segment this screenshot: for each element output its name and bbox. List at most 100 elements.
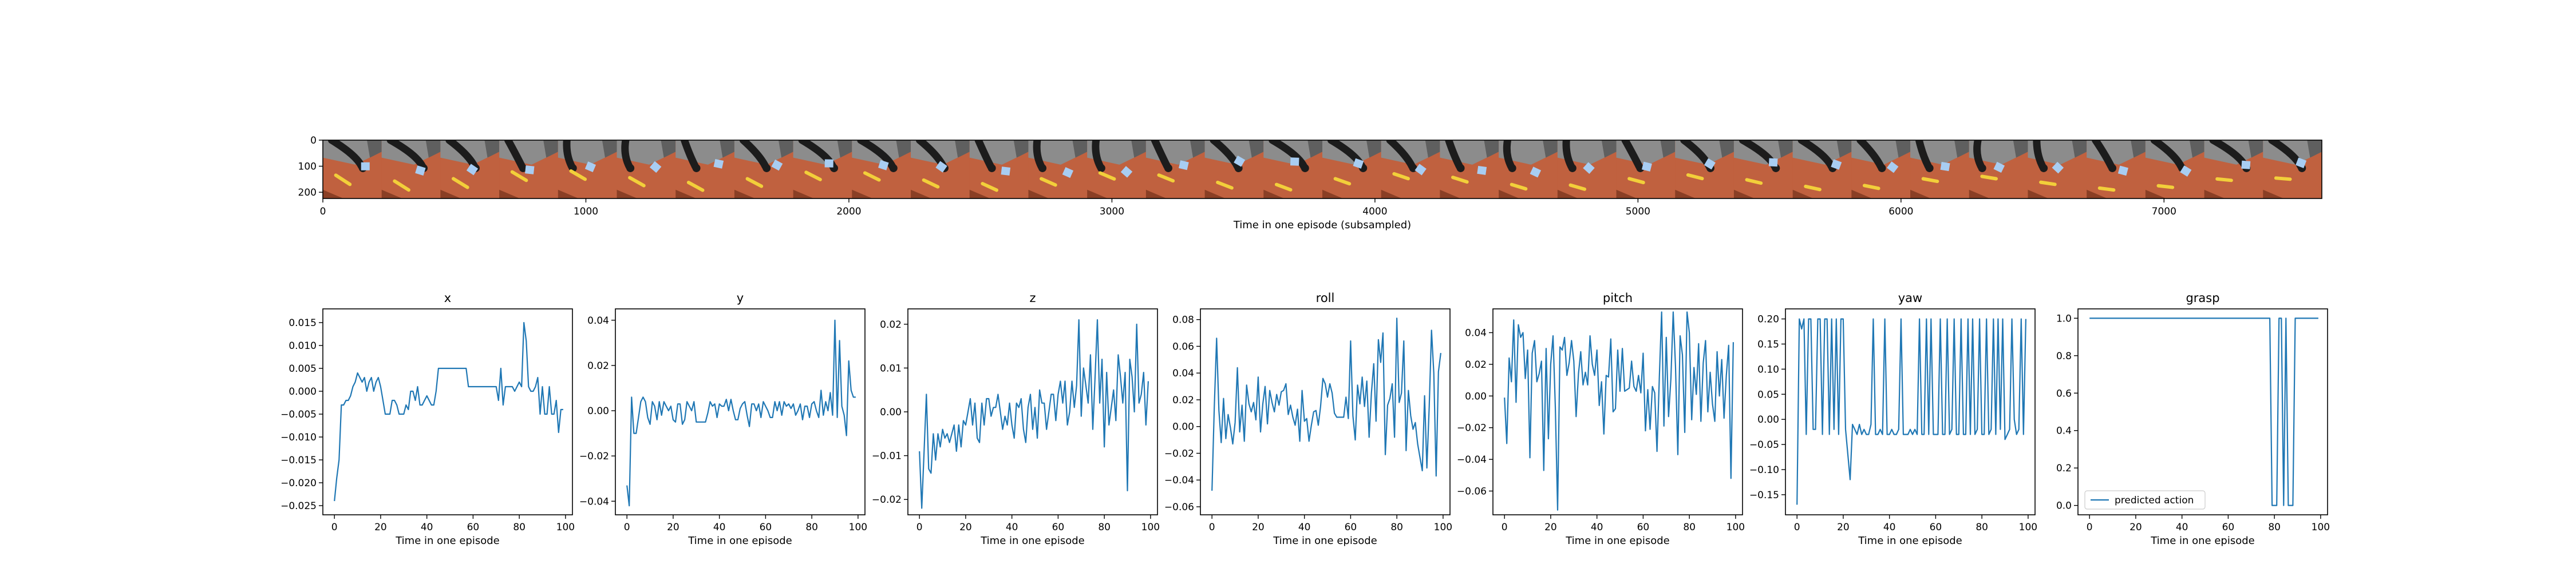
- xtick-label: 0: [624, 522, 630, 533]
- frame-gripper: [1568, 164, 1577, 172]
- frame-object-yellow: [1451, 176, 1469, 184]
- frame-object-yellow: [1510, 182, 1528, 191]
- frame-floor-shadow: [2145, 189, 2166, 198]
- episode-frame: [1145, 140, 1206, 198]
- frame-robot-arm: [563, 140, 576, 170]
- episode-frame: [1322, 140, 1382, 198]
- xtick-label: 0: [331, 522, 338, 533]
- frame-floor-shadow: [734, 189, 755, 198]
- chart-xlabel: Time in one episode: [395, 535, 500, 547]
- frame-object-blue: [1831, 159, 1842, 170]
- xtick-label: 40: [1883, 522, 1896, 533]
- frame-robot-arm: [327, 140, 366, 170]
- film-strip-frame: [322, 140, 2322, 199]
- frame-object-yellow: [569, 169, 587, 181]
- ytick-label: 0.04: [1172, 368, 1194, 379]
- frame-object-blue: [824, 159, 833, 168]
- ytick-label: −0.020: [280, 478, 317, 489]
- frame-object-blue: [878, 160, 889, 170]
- frame-object-yellow: [981, 182, 999, 192]
- ytick-label: −0.02: [1457, 423, 1487, 434]
- frame-wall-shadow: [2131, 140, 2146, 158]
- frame-gripper: [2108, 164, 2117, 172]
- chart-title: z: [1029, 291, 1036, 305]
- series-line: [626, 319, 856, 507]
- film-strip-xtick-label: 3000: [1100, 206, 1124, 217]
- frame-object-blue: [1353, 158, 1364, 169]
- xtick-label: 20: [374, 522, 387, 533]
- episode-frame: [2087, 140, 2146, 198]
- frame-robot-arm: [739, 140, 769, 170]
- chart-title: yaw: [1898, 291, 1922, 305]
- frame-object-blue: [1477, 165, 1487, 175]
- frame-object-blue: [2052, 161, 2064, 174]
- frame-gripper: [2040, 164, 2048, 172]
- frame-wall-shadow: [2189, 140, 2204, 158]
- frame-robot-arm: [1621, 140, 1643, 170]
- frame-wall: [1028, 140, 1088, 165]
- episode-frame: [558, 140, 618, 198]
- ytick-label: −0.015: [280, 455, 317, 466]
- frame-gripper: [1038, 164, 1047, 172]
- frame-gripper: [1301, 164, 1309, 172]
- frame-robot-arm: [974, 140, 995, 170]
- frame-object-yellow: [1040, 177, 1057, 187]
- ytick-label: 0.02: [1172, 395, 1194, 406]
- xtick-label: 0: [916, 522, 923, 533]
- frame-object-blue: [1887, 161, 1899, 173]
- frame-wall-shadow: [661, 140, 676, 158]
- action-charts: x0 20 40 60 80 100−0.025−0.020−0.015−0.010−0.…: [280, 291, 2330, 547]
- xtick-label: 60: [760, 522, 772, 533]
- chart-panel-yaw: yaw 0 20 40 60 80 100 −0.15 −0.10 −0.05 0.00 0.05 0.…: [1749, 291, 2037, 547]
- frame-object-blue: [1234, 156, 1246, 167]
- frame-wall-shadow: [1249, 140, 1264, 158]
- frame-floor-shadow: [1499, 189, 1520, 198]
- frame-floor-shadow: [793, 189, 814, 198]
- frame-wall-shadow: [1425, 140, 1440, 158]
- ytick-label: −0.05: [1749, 439, 1779, 451]
- frame-floor-shadow: [1322, 189, 1343, 198]
- frame-object-yellow: [1392, 172, 1410, 181]
- frame-gripper: [1978, 164, 1986, 172]
- xtick-label: 80: [805, 522, 818, 533]
- ytick-label: −0.06: [1164, 502, 1194, 513]
- frame-wall-shadow: [778, 140, 793, 158]
- xtick-label: 100: [1141, 522, 1160, 533]
- frame-object-blue: [1940, 161, 1950, 172]
- ytick-label: 0.04: [587, 315, 609, 327]
- episode-frame: [617, 140, 676, 198]
- chart-frame: [1200, 308, 1451, 515]
- frame-floor-shadow: [617, 189, 638, 198]
- frame-gripper: [1925, 164, 1934, 172]
- episode-frame: [2028, 140, 2087, 198]
- episode-frame: [1792, 140, 1852, 198]
- series-line: [919, 319, 1149, 509]
- ytick-label: −0.10: [1749, 464, 1779, 476]
- ytick-label: 0.00: [1465, 391, 1487, 402]
- ytick-label: −0.010: [280, 432, 317, 443]
- series-line: [2089, 317, 2318, 506]
- frame-object-blue: [584, 161, 596, 172]
- xtick-label: 40: [421, 522, 433, 533]
- frame-robot-arm: [1151, 140, 1171, 170]
- frame-robot-arm: [1269, 140, 1308, 170]
- frame-object-yellow: [510, 170, 528, 182]
- episode-frame: [2204, 140, 2263, 198]
- frame-robot-arm: [2092, 140, 2115, 170]
- frame-wall-shadow: [367, 140, 382, 158]
- frame-object-yellow: [393, 179, 410, 192]
- ytick-label: −0.04: [1164, 475, 1194, 486]
- xtick-label: 60: [2222, 522, 2235, 533]
- frame-object-yellow: [334, 173, 352, 186]
- xtick-label: 20: [2129, 522, 2142, 533]
- xtick-label: 20: [959, 522, 972, 533]
- frame-object-blue: [1993, 161, 2005, 173]
- chart-panel-x: x 0 20 40 60 80 100 −0.025 −0.020 −0.015 −0.010 −0.…: [280, 291, 575, 547]
- episode-frame: [381, 140, 441, 198]
- xtick-label: 80: [1390, 522, 1403, 533]
- frame-wall-shadow: [1072, 140, 1088, 158]
- frame-wall: [1969, 140, 2028, 165]
- frame-object-blue: [2117, 165, 2128, 176]
- frame-object-yellow: [1921, 177, 1939, 184]
- frame-object-yellow: [863, 171, 881, 182]
